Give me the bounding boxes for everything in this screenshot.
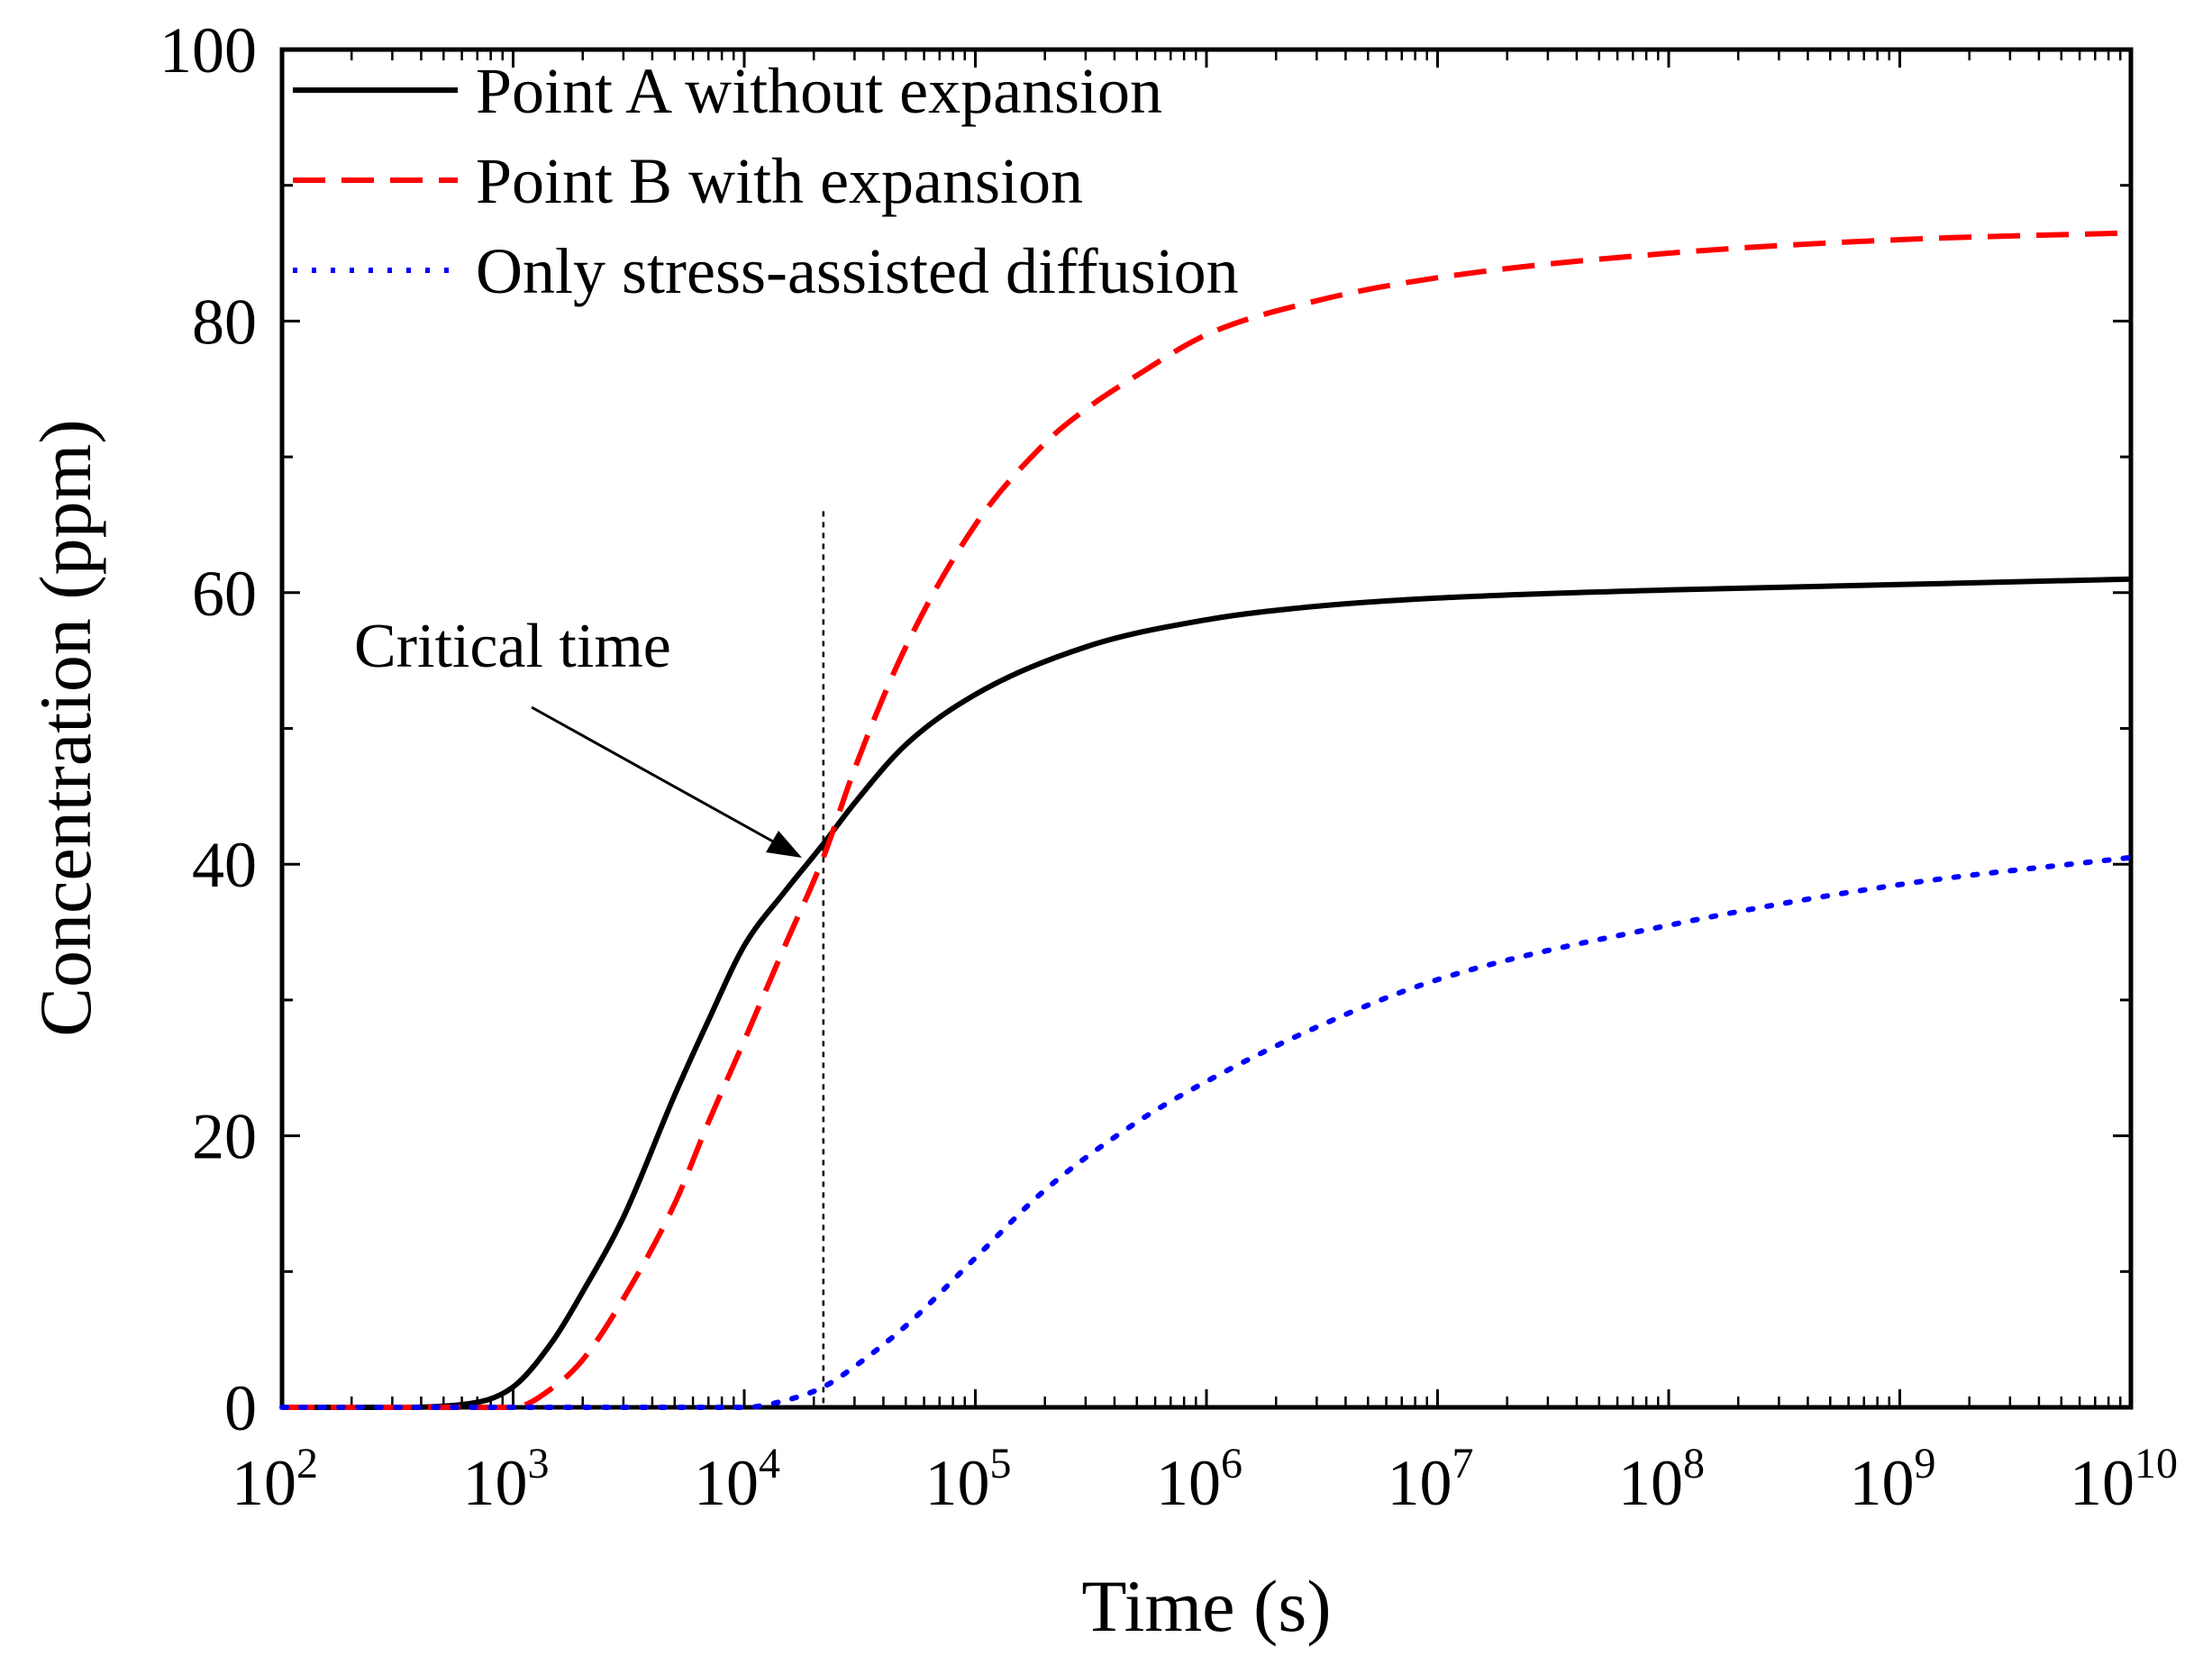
axis-ticks (280, 48, 2133, 1409)
x-tick-label: 105 (925, 1440, 1012, 1519)
legend-label-stress: Only stress-assisted diffusion (476, 235, 1239, 307)
x-tick-label: 108 (1618, 1440, 1705, 1519)
legend-label-point-a: Point A without expansion (476, 55, 1162, 127)
y-tick-label: 100 (159, 14, 257, 86)
legend: Point A without expansion Point B with e… (293, 55, 1239, 307)
critical-time-arrow (531, 705, 790, 852)
x-tick-label: 102 (232, 1440, 318, 1519)
y-axis-title: Concentration (ppm) (24, 419, 106, 1036)
y-tick-label: 80 (192, 286, 257, 358)
x-tick-label: 104 (694, 1440, 780, 1519)
critical-time-arrowhead (766, 831, 802, 858)
critical-time-annotation-label: Critical time (354, 612, 671, 681)
y-tick-label: 60 (192, 558, 257, 630)
y-tick-label: 0 (224, 1372, 257, 1444)
series-group (279, 230, 2134, 1411)
series-line-point-b (282, 230, 2132, 1411)
x-tick-label: 109 (1850, 1440, 1936, 1519)
tick-labels: 0 20 40 60 80 100 102 103 104 105 106 107 108 109 1010 (159, 14, 2178, 1519)
y-tick-label: 20 (192, 1101, 257, 1173)
y-tick-label: 40 (192, 829, 257, 901)
legend-label-point-b: Point B with expansion (476, 145, 1083, 217)
x-axis-title: Time (s) (1081, 1565, 1331, 1647)
series-line-stress-assisted (279, 854, 2134, 1411)
series-line-point-a (282, 576, 2132, 1411)
x-tick-label: 103 (463, 1440, 550, 1519)
x-tick-label: 106 (1156, 1440, 1243, 1519)
x-tick-label: 107 (1388, 1440, 1474, 1519)
x-tick-label: 1010 (2070, 1440, 2178, 1519)
